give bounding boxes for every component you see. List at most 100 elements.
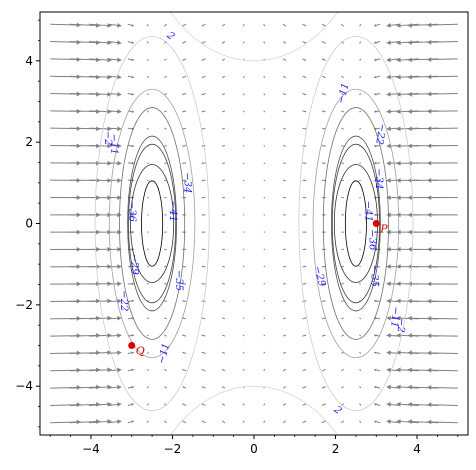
field-arrow	[147, 369, 148, 371]
field-arrow-head	[408, 40, 412, 45]
field-arrow	[147, 318, 148, 319]
field-arrow-head	[397, 385, 401, 390]
field-arrow-head	[387, 75, 391, 80]
field-arrow	[243, 301, 244, 302]
contour-labels: 22−11−11−2−11 −22−34−41−36−29 −35−11−2−34−…	[102, 29, 407, 416]
field-arrow	[243, 404, 244, 406]
x-tick-label: 0	[250, 442, 258, 456]
field-arrow	[147, 283, 148, 284]
field-arrow-head	[132, 162, 134, 165]
field-arrow	[243, 128, 244, 129]
field-arrow-head	[117, 92, 121, 97]
field-arrow	[164, 76, 166, 77]
field-arrow	[359, 163, 360, 164]
field-arrow	[359, 318, 360, 319]
field-arrow	[264, 404, 265, 406]
contour-line	[170, 386, 337, 435]
field-arrow-head	[408, 230, 412, 235]
field-arrow-head	[408, 126, 412, 131]
field-arrow	[283, 284, 286, 285]
field-arrow-head	[387, 368, 391, 373]
field-arrow	[243, 266, 244, 267]
field-arrow	[164, 111, 166, 112]
field-arrow-head	[387, 350, 391, 355]
field-arrow	[243, 94, 244, 95]
field-arrow	[222, 111, 225, 112]
field-arrow	[243, 335, 244, 336]
field-arrow-head	[387, 195, 391, 200]
field-arrow	[341, 284, 343, 285]
field-arrow	[341, 146, 343, 147]
field-arrow-head	[408, 75, 412, 80]
field-arrow	[164, 318, 166, 319]
field-arrow-head	[107, 109, 111, 114]
field-arrow-head	[427, 247, 431, 252]
field-arrow-head	[117, 368, 121, 373]
field-arrow-head	[427, 161, 431, 166]
field-arrow	[360, 24, 361, 26]
field-arrow-head	[387, 333, 391, 338]
field-arrow	[264, 111, 265, 112]
contour-label: −34	[181, 172, 192, 193]
point-marker	[373, 220, 380, 227]
field-arrow-head	[408, 316, 412, 321]
field-arrow	[360, 94, 361, 95]
contour-label: −41	[363, 201, 374, 222]
field-arrow-head	[427, 109, 431, 114]
field-arrow-head	[427, 230, 431, 235]
field-arrow-head	[374, 145, 376, 148]
field-arrow	[147, 76, 148, 78]
field-arrow-head	[427, 282, 431, 287]
field-arrow	[341, 335, 343, 336]
field-arrow-head	[117, 419, 121, 424]
field-arrow	[341, 128, 343, 129]
field-arrow-head	[408, 57, 412, 62]
field-arrow-head	[387, 161, 391, 166]
field-arrow-head	[408, 212, 412, 217]
field-arrow	[147, 59, 148, 61]
field-arrow	[427, 353, 458, 354]
field-arrow-head	[408, 195, 412, 200]
x-tick-label: 4	[413, 442, 421, 456]
contour-label: 2	[331, 404, 344, 417]
field-arrow-head	[117, 264, 121, 269]
field-arrow	[341, 318, 343, 319]
field-arrow-head	[397, 58, 401, 63]
field-arrow-head	[397, 161, 401, 166]
field-arrow	[360, 352, 361, 353]
contour-label: −22	[373, 123, 387, 146]
field-arrow	[147, 266, 148, 267]
field-arrow-head	[202, 214, 203, 216]
field-arrow-head	[408, 350, 412, 355]
field-arrow-head	[117, 57, 121, 62]
contour-label: 2	[164, 29, 177, 42]
field-arrow-head	[117, 195, 121, 200]
field-arrow	[341, 76, 343, 77]
field-arrow-head	[305, 231, 306, 233]
field-arrow-head	[397, 247, 401, 252]
field-arrow	[341, 59, 343, 61]
field-arrow	[147, 163, 148, 164]
field-arrow	[264, 318, 265, 319]
field-arrow-head	[387, 178, 391, 183]
y-tick-label: 4	[25, 54, 33, 68]
field-arrow-head	[387, 92, 391, 97]
field-arrow-head	[427, 143, 431, 148]
field-arrow-head	[427, 316, 431, 321]
field-arrow-head	[107, 58, 111, 63]
field-arrow	[264, 352, 265, 353]
field-arrow	[222, 128, 225, 129]
field-arrow	[243, 180, 244, 181]
field-arrow	[222, 146, 225, 147]
field-arrow	[264, 94, 265, 95]
point-label: P	[379, 223, 388, 236]
field-arrow	[147, 42, 148, 44]
field-arrow-head	[427, 195, 431, 200]
field-arrow-head	[324, 214, 325, 216]
field-arrow-head	[397, 109, 401, 114]
contour-label: −35	[173, 270, 184, 291]
x-tick-label: −4	[82, 442, 100, 456]
field-arrow	[341, 369, 343, 370]
field-arrow	[164, 163, 166, 164]
contour-line	[109, 89, 195, 357]
